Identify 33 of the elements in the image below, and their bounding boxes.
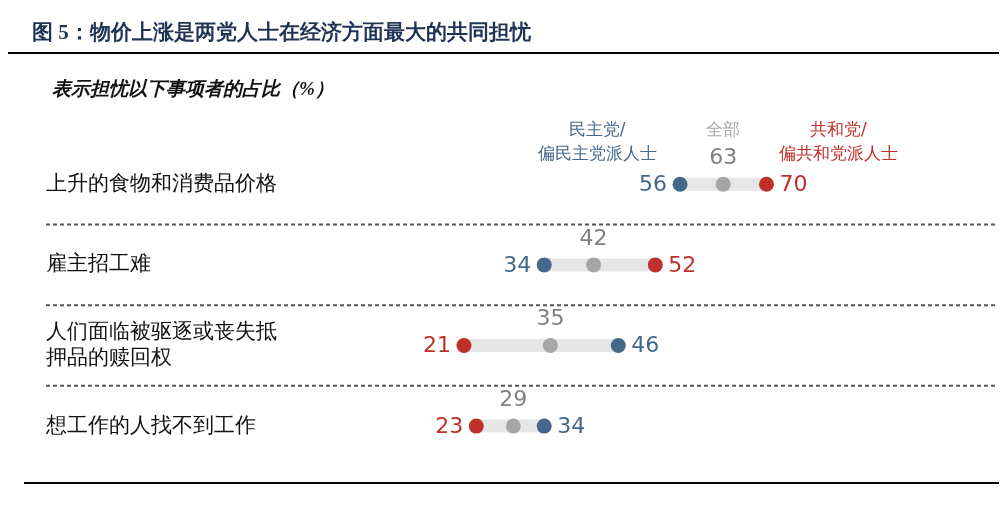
point [672,176,688,192]
data-label: 35 [536,305,565,331]
y-tick-label: 上升的食物和消费品价格 [46,170,277,195]
point [586,257,602,273]
point [542,338,558,353]
data-label: 63 [709,144,738,170]
point [758,176,774,192]
y-tick-label: 人们面临被驱逐或丧失抵押品的赎回权 [46,319,277,369]
data-label: 29 [499,385,528,411]
data-label: 46 [631,332,660,358]
series-label: 共和党/偏共和党派人士 [778,119,898,163]
data-label: 34 [503,251,532,277]
point [468,418,484,434]
point [505,418,521,434]
point [456,338,472,353]
y-tick-label: 想工作的人找不到工作 [45,412,256,437]
text: 表示担忧以下事项者的占比（%） [51,77,335,99]
point [536,418,552,434]
y-tick-label: 雇主招工难 [46,251,151,276]
data-label: 56 [639,171,668,197]
point [536,257,552,273]
series-label: 民主党/偏民主党派人士 [537,119,657,163]
data-label: 23 [435,412,464,438]
text: 全部 [706,119,741,139]
point [647,257,663,273]
data-label: 34 [557,412,586,438]
data-label: 52 [668,251,697,277]
data-label: 42 [579,224,608,250]
point [610,338,626,353]
data-label: 70 [779,171,808,197]
point [715,176,731,192]
text: 图 5：物价上涨是两党人士在经济方面最大的共同担忧 [8,8,999,54]
data-label: 21 [422,332,451,358]
